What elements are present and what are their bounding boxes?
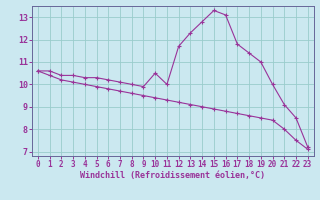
X-axis label: Windchill (Refroidissement éolien,°C): Windchill (Refroidissement éolien,°C)	[80, 171, 265, 180]
